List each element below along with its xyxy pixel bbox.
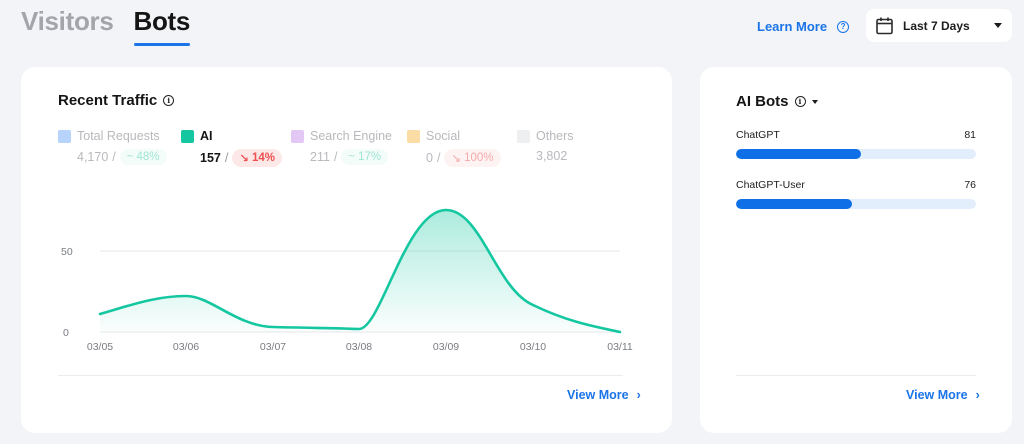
view-tabs: Visitors Bots [21, 6, 190, 46]
chart-line-ai [98, 208, 622, 334]
bot-count: 81 [964, 129, 976, 141]
info-icon[interactable]: i [163, 95, 175, 106]
tab-bots[interactable]: Bots [133, 6, 190, 46]
change-badge: ~48% [119, 149, 167, 165]
card-divider [736, 375, 976, 376]
help-circle-icon: ? [837, 20, 850, 33]
slash-separator: / [224, 151, 229, 165]
legend-swatch [181, 129, 194, 143]
recent-traffic-title-text: Recent Traffic [58, 92, 158, 109]
slash-separator: / [333, 150, 338, 164]
legend-ai[interactable]: AI 157/↘ 14% [181, 129, 291, 167]
chevron-right-icon: › [975, 388, 980, 402]
bots-view-more-link[interactable]: View More › [906, 388, 980, 402]
learn-more-link[interactable]: Learn More ? [757, 19, 850, 34]
ai-bots-title: AI Bots [736, 93, 789, 110]
legend-label: Social [426, 129, 461, 143]
legend-value: 157 [200, 151, 221, 165]
view-more-label: View More [567, 388, 629, 402]
x-tick: 03/11 [607, 341, 633, 353]
trend-down-icon: ↘ [239, 153, 249, 165]
legend-label: AI [200, 129, 213, 143]
legend-value: 0 [426, 151, 433, 165]
chart-area-fill [100, 210, 620, 332]
x-tick: 03/06 [173, 341, 199, 353]
legend-value: 3,802 [536, 149, 568, 163]
trend-up-icon: ~ [126, 151, 134, 163]
legend-swatch [291, 129, 304, 143]
ai-bots-card: AI Bots i ChatGPT 81 ChatGPT-User 76 View … [700, 67, 1012, 433]
change-badge: ↘ 14% [232, 149, 283, 167]
legend-label: Others [536, 129, 574, 143]
legend-others[interactable]: Others 3,802 [517, 129, 607, 167]
date-range-label: Last 7 Days [903, 18, 970, 33]
change-badge: ↘ 100% [444, 149, 501, 167]
recent-traffic-title: Recent Traffic i [58, 92, 175, 109]
x-tick: 03/09 [433, 341, 459, 353]
traffic-legend: Total Requests 4,170/~48% AI 157/↘ 14% Se… [58, 129, 607, 167]
change-value: 14% [251, 152, 276, 164]
legend-label: Search Engine [310, 129, 393, 143]
legend-swatch [58, 129, 71, 143]
change-value: 100% [464, 152, 494, 164]
view-more-label: View More [906, 388, 968, 402]
change-value: 17% [358, 151, 382, 163]
legend-swatch [407, 129, 420, 143]
tab-visitors[interactable]: Visitors [21, 6, 114, 36]
card-divider [58, 375, 623, 376]
x-tick: 03/07 [260, 341, 286, 353]
bot-bar-track [736, 199, 976, 209]
bot-count: 76 [964, 179, 976, 191]
bot-name: ChatGPT [736, 129, 780, 141]
bot-row-chatgpt-user[interactable]: ChatGPT-User 76 [736, 179, 976, 209]
date-range-select[interactable]: Last 7 Days [866, 9, 1012, 42]
learn-more-label: Learn More [757, 19, 828, 34]
slash-separator: / [436, 151, 441, 165]
traffic-view-more-link[interactable]: View More › [567, 388, 641, 402]
info-icon[interactable]: i [794, 96, 806, 107]
caret-down-icon [994, 23, 1002, 28]
legend-label: Total Requests [77, 129, 160, 143]
legend-search-engine[interactable]: Search Engine 211/~17% [291, 129, 407, 167]
caret-down-icon [811, 99, 818, 104]
legend-total-requests[interactable]: Total Requests 4,170/~48% [58, 129, 181, 167]
legend-value: 4,170 [77, 150, 109, 164]
y-tick-0: 0 [63, 327, 69, 339]
y-tick-50: 50 [61, 246, 73, 258]
x-tick: 03/08 [346, 341, 372, 353]
slash-separator: / [112, 150, 116, 164]
trend-down-icon: ↘ [451, 153, 462, 165]
chevron-right-icon: › [636, 388, 641, 402]
bot-bar-track [736, 149, 976, 159]
calendar-icon [876, 17, 893, 34]
bot-bar-fill [736, 199, 853, 209]
traffic-line-chart: 50 0 03/05 03/06 03/07 03/08 03/09 03/10… [61, 208, 633, 353]
x-tick: 03/10 [520, 341, 546, 353]
recent-traffic-card: Recent Traffic i Total Requests 4,170/~4… [21, 67, 672, 433]
legend-value: 211 [310, 150, 330, 164]
change-value: 48% [136, 151, 160, 163]
x-tick: 03/05 [87, 341, 113, 353]
change-badge: ~17% [341, 149, 389, 165]
bot-row-chatgpt[interactable]: ChatGPT 81 [736, 129, 976, 159]
legend-swatch [517, 129, 530, 143]
bot-bar-fill [736, 149, 861, 159]
ai-bots-dropdown[interactable]: AI Bots i [736, 93, 818, 110]
legend-social[interactable]: Social 0/↘ 100% [407, 129, 517, 167]
bot-name: ChatGPT-User [736, 179, 805, 191]
trend-up-icon: ~ [348, 151, 356, 163]
